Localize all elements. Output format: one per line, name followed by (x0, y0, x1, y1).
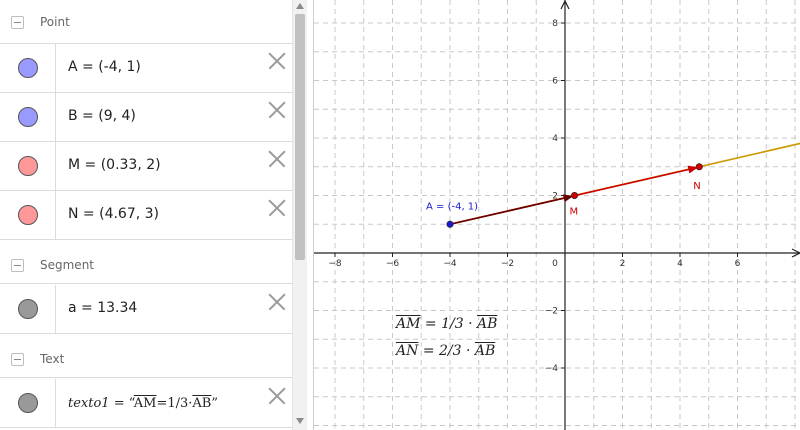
group-title-point: Point (40, 15, 70, 29)
delete-icon[interactable] (268, 387, 286, 405)
x-axis-arrow-icon (791, 248, 800, 258)
coordinate-plane[interactable]: −8 −6 −4 −2 0 2 4 6 8 6 4 2 −2 −4 A = (-4, 1) M N (314, 0, 800, 430)
y-tick-label: 2 (552, 192, 558, 202)
delete-icon[interactable] (268, 199, 286, 217)
scroll-up-icon[interactable] (296, 3, 304, 9)
point-label-n[interactable]: N (693, 181, 700, 192)
point-m[interactable] (570, 192, 578, 200)
y-tick-label: −2 (545, 307, 558, 317)
group-header-segment[interactable]: Segment (0, 240, 292, 284)
visibility-marble-icon[interactable] (18, 58, 38, 78)
visibility-marble-icon[interactable] (18, 393, 38, 413)
algebra-view: Point A = (-4, 1) B = (9, 4) M = (0.33, … (0, 0, 292, 430)
point-a[interactable] (446, 220, 454, 228)
x-tick-label: −4 (443, 259, 457, 269)
point-n[interactable] (695, 163, 703, 171)
group-header-text[interactable]: Text (0, 334, 292, 378)
visibility-marble-icon[interactable] (18, 156, 38, 176)
algebra-expression[interactable]: texto1 = “AM=1/3·AB” (68, 396, 219, 411)
x-tick-label: −8 (328, 259, 342, 269)
x-tick-label: 0 (552, 259, 558, 269)
y-tick-label: 4 (552, 134, 558, 144)
x-axis-ticks: −8 −6 −4 −2 0 2 4 6 (328, 253, 741, 269)
delete-icon[interactable] (268, 150, 286, 168)
algebra-row-segment-a[interactable]: a = 13.34 (0, 285, 292, 334)
group-title-text: Text (40, 352, 65, 366)
algebra-expression[interactable]: a = 13.34 (68, 300, 138, 316)
point-label-a[interactable]: A = (-4, 1) (426, 201, 478, 212)
algebra-expression[interactable]: M = (0.33, 2) (68, 157, 161, 173)
x-tick-label: −2 (501, 259, 514, 269)
group-title-segment: Segment (40, 258, 94, 272)
formula-am[interactable]: AM = 1/3 · AB (396, 316, 498, 332)
algebra-row-b[interactable]: B = (9, 4) (0, 93, 292, 142)
vector-am[interactable] (449, 194, 574, 226)
y-tick-label: 6 (552, 77, 558, 87)
delete-icon[interactable] (268, 293, 286, 311)
group-header-point[interactable]: Point (0, 0, 292, 44)
scrollbar-thumb[interactable] (295, 14, 305, 260)
visibility-marble-icon[interactable] (18, 107, 38, 127)
algebra-row-a[interactable]: A = (-4, 1) (0, 44, 292, 93)
visibility-marble-icon[interactable] (18, 299, 38, 319)
y-axis-arrow-icon (560, 0, 570, 10)
algebra-scrollbar[interactable] (292, 0, 307, 430)
algebra-row-texto1[interactable]: texto1 = “AM=1/3·AB” (0, 379, 292, 428)
algebra-expression[interactable]: N = (4.67, 3) (68, 206, 160, 222)
algebra-expression[interactable]: B = (9, 4) (68, 108, 136, 124)
algebra-row-m[interactable]: M = (0.33, 2) (0, 142, 292, 191)
point-label-m[interactable]: M (569, 207, 578, 218)
x-tick-label: −6 (386, 259, 400, 269)
y-axis-ticks: 8 6 4 2 −2 −4 (545, 19, 565, 374)
x-tick-label: 6 (735, 259, 741, 269)
collapse-text-icon[interactable] (11, 353, 24, 366)
graphics-view[interactable]: −8 −6 −4 −2 0 2 4 6 8 6 4 2 −2 −4 A = (-4, 1) M N AM =… (313, 0, 800, 430)
grid-lines (314, 0, 800, 430)
geometry-objects[interactable]: A = (-4, 1) M N (426, 138, 800, 228)
formula-an[interactable]: AN = 2/3 · AB (396, 343, 496, 359)
axes (314, 0, 800, 430)
x-tick-label: 4 (677, 259, 683, 269)
segment-a[interactable] (449, 138, 800, 226)
delete-icon[interactable] (268, 101, 286, 119)
collapse-segment-icon[interactable] (11, 259, 24, 272)
scroll-down-icon[interactable] (296, 418, 304, 424)
visibility-marble-icon[interactable] (18, 205, 38, 225)
y-tick-label: 8 (552, 19, 558, 29)
delete-icon[interactable] (268, 52, 286, 70)
collapse-point-icon[interactable] (11, 16, 24, 29)
algebra-expression[interactable]: A = (-4, 1) (68, 59, 141, 75)
algebra-row-n[interactable]: N = (4.67, 3) (0, 191, 292, 240)
y-tick-label: −4 (545, 364, 559, 374)
x-tick-label: 2 (620, 259, 626, 269)
